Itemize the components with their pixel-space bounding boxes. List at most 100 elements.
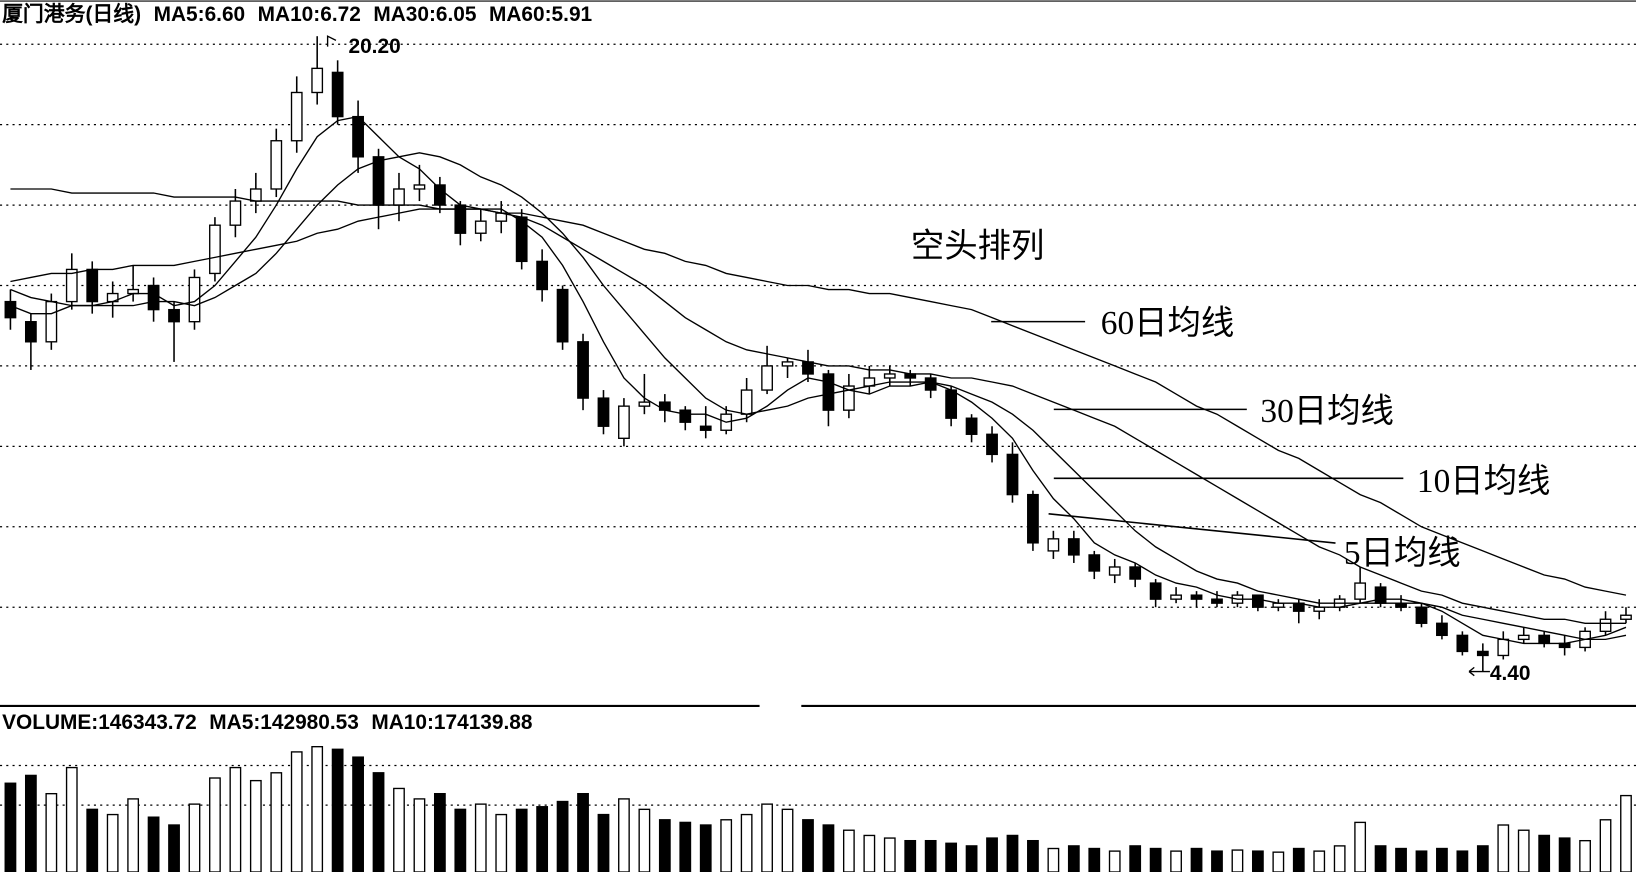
volume-bar bbox=[352, 756, 364, 872]
candle-body bbox=[4, 300, 17, 319]
candle-body bbox=[168, 308, 180, 323]
volume-bar bbox=[1108, 850, 1121, 872]
volume-bar bbox=[433, 792, 446, 872]
volume-bar bbox=[1067, 845, 1080, 872]
candle-body bbox=[1006, 453, 1019, 496]
volume-bar bbox=[556, 800, 569, 872]
volume-bar bbox=[699, 824, 712, 872]
candle-body bbox=[1517, 634, 1530, 641]
candle-body bbox=[1170, 594, 1182, 600]
volume-bar bbox=[290, 751, 303, 872]
candle-body bbox=[229, 200, 242, 226]
volume-bar bbox=[474, 803, 487, 872]
volume-bar bbox=[249, 779, 262, 872]
candle-body bbox=[1047, 538, 1060, 552]
volume-bar bbox=[1231, 849, 1244, 872]
candle-body bbox=[781, 361, 794, 367]
candle-body bbox=[352, 115, 364, 158]
candle-body bbox=[65, 268, 78, 303]
volume-bar bbox=[618, 798, 630, 872]
volume-bar bbox=[229, 766, 242, 872]
candle-body bbox=[883, 373, 896, 379]
min-arrow bbox=[1468, 666, 1490, 677]
volume-bar bbox=[311, 746, 324, 872]
header-text: MA10:174139.88 bbox=[371, 711, 532, 734]
candle-body bbox=[311, 67, 324, 94]
candle-body bbox=[1620, 614, 1632, 620]
volume-bar bbox=[413, 798, 426, 872]
volume-bar bbox=[1047, 847, 1060, 872]
header-text: 厦门港务(日线) bbox=[2, 2, 141, 26]
candle-body bbox=[1476, 650, 1489, 657]
volume-bar bbox=[1313, 850, 1326, 872]
header-text: MA10:6.72 bbox=[258, 3, 361, 26]
volume-bar bbox=[1211, 850, 1223, 872]
ma-line bbox=[10, 208, 1626, 624]
candle-body bbox=[577, 341, 589, 399]
volume-bar bbox=[1558, 837, 1571, 872]
header-text: MA5:142980.53 bbox=[209, 711, 359, 734]
volume-bar bbox=[597, 813, 610, 872]
volume-bar bbox=[1272, 851, 1285, 872]
candle-body bbox=[679, 409, 692, 423]
candle-body bbox=[536, 260, 549, 291]
annotation: 空头排列 bbox=[911, 228, 1045, 265]
volume-bar bbox=[720, 819, 733, 872]
candle-body bbox=[597, 397, 610, 427]
candle-body bbox=[413, 184, 426, 190]
volume-bar bbox=[965, 845, 978, 872]
candle-body bbox=[1538, 634, 1551, 645]
volume-bar bbox=[1088, 847, 1101, 872]
volume-bar bbox=[1374, 845, 1387, 872]
candle-body bbox=[986, 433, 998, 456]
candle-body bbox=[1149, 582, 1162, 600]
candle-body bbox=[1088, 554, 1101, 572]
candle-body bbox=[1190, 594, 1203, 600]
candle-body bbox=[740, 389, 753, 415]
volume-bar bbox=[1170, 850, 1182, 872]
volume-bar bbox=[883, 837, 896, 872]
callout-label: 10日均线 bbox=[1417, 463, 1551, 500]
volume-bar bbox=[1129, 845, 1142, 872]
candle-body bbox=[1354, 582, 1367, 600]
candle-body bbox=[1129, 566, 1142, 580]
ma-line bbox=[10, 188, 1627, 596]
volume-bar bbox=[65, 766, 78, 872]
candle-body bbox=[393, 188, 405, 206]
candle-body bbox=[1415, 606, 1428, 624]
candle-body bbox=[45, 300, 58, 343]
candle-body bbox=[658, 401, 671, 411]
volume-bar bbox=[1149, 847, 1162, 872]
volume-bar bbox=[454, 808, 467, 872]
volume-bar bbox=[45, 792, 58, 872]
volume-bar bbox=[658, 819, 671, 872]
volume-bar bbox=[536, 806, 549, 872]
callout-label: 60日均线 bbox=[1101, 305, 1235, 342]
volume-bar bbox=[1333, 845, 1346, 872]
volume-bar bbox=[1517, 829, 1530, 872]
candle-body bbox=[1374, 586, 1387, 604]
volume-bar bbox=[1579, 839, 1591, 872]
header-text: MA60:5.91 bbox=[489, 3, 593, 26]
candle-body bbox=[556, 288, 569, 343]
volume-bar bbox=[945, 842, 958, 872]
header-text: MA30:6.05 bbox=[373, 3, 477, 26]
callout-label: 30日均线 bbox=[1260, 393, 1394, 430]
volume-bar bbox=[904, 839, 917, 872]
candle-body bbox=[188, 276, 201, 323]
volume-bar bbox=[168, 824, 180, 872]
volume-bar bbox=[863, 834, 876, 872]
candle-body bbox=[699, 425, 712, 431]
volume-bar bbox=[802, 819, 814, 872]
volume-bar bbox=[1190, 847, 1203, 872]
volume-bar bbox=[106, 813, 119, 872]
candle-body bbox=[147, 284, 160, 311]
volume-bar bbox=[679, 821, 692, 872]
candle-body bbox=[24, 321, 37, 343]
volume-bar bbox=[638, 808, 651, 872]
volume-bar bbox=[1354, 821, 1367, 872]
candle-body bbox=[209, 224, 221, 275]
candle-body bbox=[761, 365, 773, 391]
